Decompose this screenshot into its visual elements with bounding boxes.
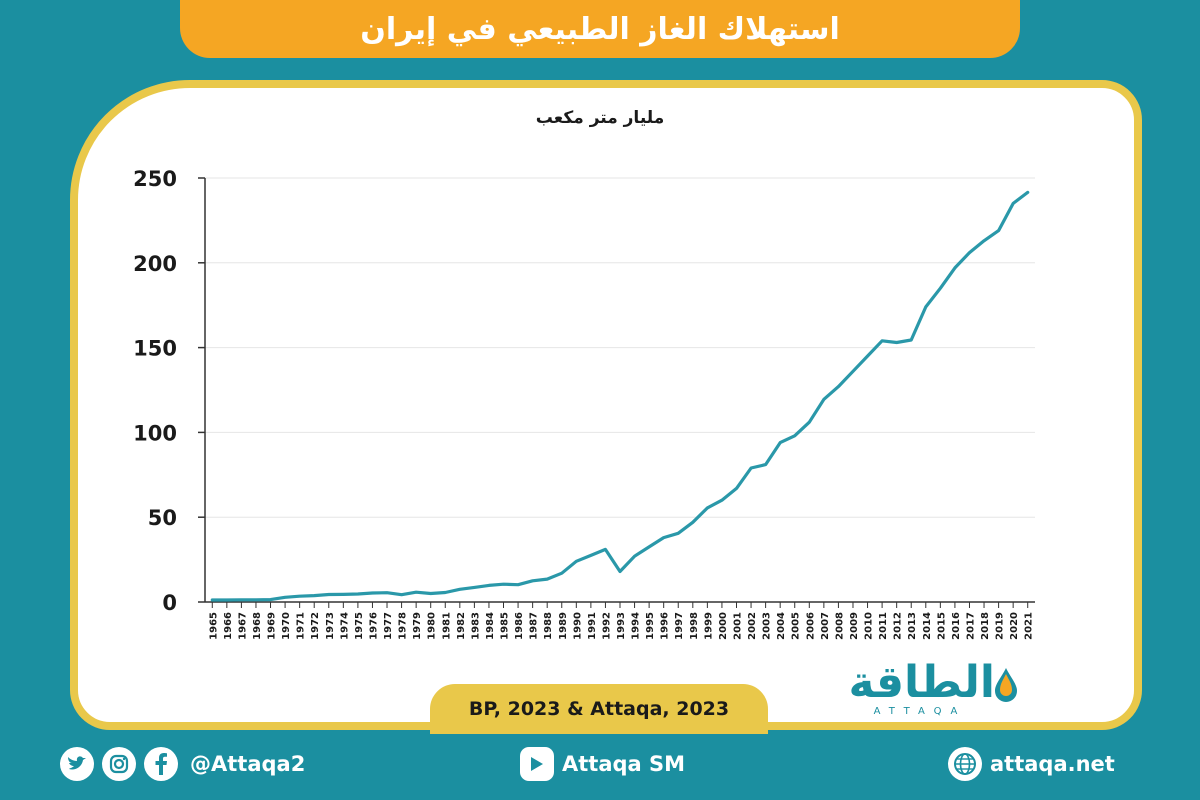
x-tick-label: 1992 xyxy=(601,612,612,640)
x-tick-label: 1995 xyxy=(645,612,656,640)
y-tick-label: 100 xyxy=(133,421,177,445)
footer: @Attaqa2 Attaqa SM attaqa.net xyxy=(0,742,1200,786)
logo-drop-icon xyxy=(995,668,1017,702)
logo-latin-text: ATTAQA xyxy=(873,706,967,717)
x-tick-label: 2016 xyxy=(951,612,962,640)
logo-arabic-text: الطاقة xyxy=(848,657,995,708)
x-tick-label: 2002 xyxy=(747,612,758,640)
x-tick-label: 1971 xyxy=(296,612,307,640)
source-text: BP, 2023 & Attaqa, 2023 xyxy=(468,698,730,720)
x-tick-label: 2021 xyxy=(1024,612,1035,640)
y-tick-label: 0 xyxy=(162,591,177,615)
y-tick-label: 150 xyxy=(133,337,177,361)
x-tick-label: 1999 xyxy=(703,612,714,640)
x-tick-label: 1969 xyxy=(267,612,278,640)
x-tick-label: 1988 xyxy=(543,612,554,640)
x-tick-label: 1976 xyxy=(368,612,379,640)
x-tick-label: 2004 xyxy=(776,612,787,640)
x-tick-label: 2006 xyxy=(805,612,816,640)
x-tick-label: 1972 xyxy=(310,612,321,640)
x-tick-label: 1973 xyxy=(325,612,336,640)
x-tick-label: 1993 xyxy=(616,612,627,640)
x-tick-label: 2019 xyxy=(995,612,1006,640)
x-tick-label: 2012 xyxy=(893,612,904,640)
x-tick-label: 2017 xyxy=(965,612,976,640)
x-tick-label: 1967 xyxy=(237,612,248,640)
y-tick-label: 200 xyxy=(133,252,177,276)
x-tick-label: 1975 xyxy=(354,612,365,640)
x-tick-label: 1974 xyxy=(339,612,350,640)
globe-icon[interactable] xyxy=(948,747,982,781)
x-tick-label: 2009 xyxy=(849,612,860,640)
x-tick-label: 2008 xyxy=(834,612,845,640)
x-tick-label: 1998 xyxy=(689,612,700,640)
x-tick-label: 1982 xyxy=(456,612,467,640)
x-tick-label: 1997 xyxy=(674,612,685,640)
x-tick-label: 2018 xyxy=(980,612,991,640)
x-tick-label: 2011 xyxy=(878,612,889,640)
x-tick-label: 1986 xyxy=(514,612,525,640)
x-tick-label: 1977 xyxy=(383,612,394,640)
x-tick-label: 1996 xyxy=(660,612,671,640)
social-links: @Attaqa2 xyxy=(60,742,305,786)
facebook-icon[interactable] xyxy=(144,747,178,781)
x-tick-label: 2013 xyxy=(907,612,918,640)
x-tick-label: 1987 xyxy=(529,612,540,640)
website-url[interactable]: attaqa.net xyxy=(990,752,1115,776)
twitter-icon[interactable] xyxy=(60,747,94,781)
x-tick-label: 1983 xyxy=(470,612,481,640)
attaqa-logo: الطاقة ATTAQA xyxy=(845,657,1017,720)
x-tick-label: 1989 xyxy=(558,612,569,640)
x-tick-label: 1978 xyxy=(398,612,409,640)
x-tick-label: 1984 xyxy=(485,612,496,640)
website-link[interactable]: attaqa.net xyxy=(948,742,1115,786)
x-tick-label: 2003 xyxy=(762,612,773,640)
y-tick-label: 50 xyxy=(148,506,177,530)
x-tick-label: 1994 xyxy=(631,612,642,640)
x-tick-label: 2001 xyxy=(732,612,743,640)
x-tick-label: 1980 xyxy=(427,612,438,640)
youtube-icon[interactable] xyxy=(520,747,554,781)
x-tick-label: 1966 xyxy=(223,612,234,640)
x-tick-label: 2020 xyxy=(1009,612,1020,640)
x-tick-label: 1985 xyxy=(500,612,511,640)
title-banner: استهلاك الغاز الطبيعي في إيران xyxy=(180,0,1020,58)
x-tick-label: 1990 xyxy=(572,612,583,640)
x-tick-label: 2000 xyxy=(718,612,729,640)
x-tick-label: 1979 xyxy=(412,612,423,640)
x-tick-label: 1970 xyxy=(281,612,292,640)
instagram-icon[interactable] xyxy=(102,747,136,781)
x-tick-label: 2010 xyxy=(864,612,875,640)
x-tick-label: 1981 xyxy=(441,612,452,640)
y-axis-unit-label: مليار متر مكعب xyxy=(535,108,665,128)
y-tick-label: 250 xyxy=(133,167,177,191)
x-tick-label: 2014 xyxy=(922,612,933,640)
source-label: BP, 2023 & Attaqa, 2023 xyxy=(430,684,768,734)
x-tick-label: 2007 xyxy=(820,612,831,640)
x-tick-label: 2005 xyxy=(791,612,802,640)
chart-card xyxy=(70,80,1142,730)
x-tick-label: 1991 xyxy=(587,612,598,640)
youtube-link[interactable]: Attaqa SM xyxy=(520,742,685,786)
series-line xyxy=(210,190,1030,602)
youtube-channel[interactable]: Attaqa SM xyxy=(562,752,686,776)
x-tick-label: 1965 xyxy=(208,612,219,640)
x-tick-label: 1968 xyxy=(252,612,263,640)
x-tick-label: 2015 xyxy=(936,612,947,640)
social-handle[interactable]: @Attaqa2 xyxy=(190,752,306,776)
page-title: استهلاك الغاز الطبيعي في إيران xyxy=(360,11,840,47)
